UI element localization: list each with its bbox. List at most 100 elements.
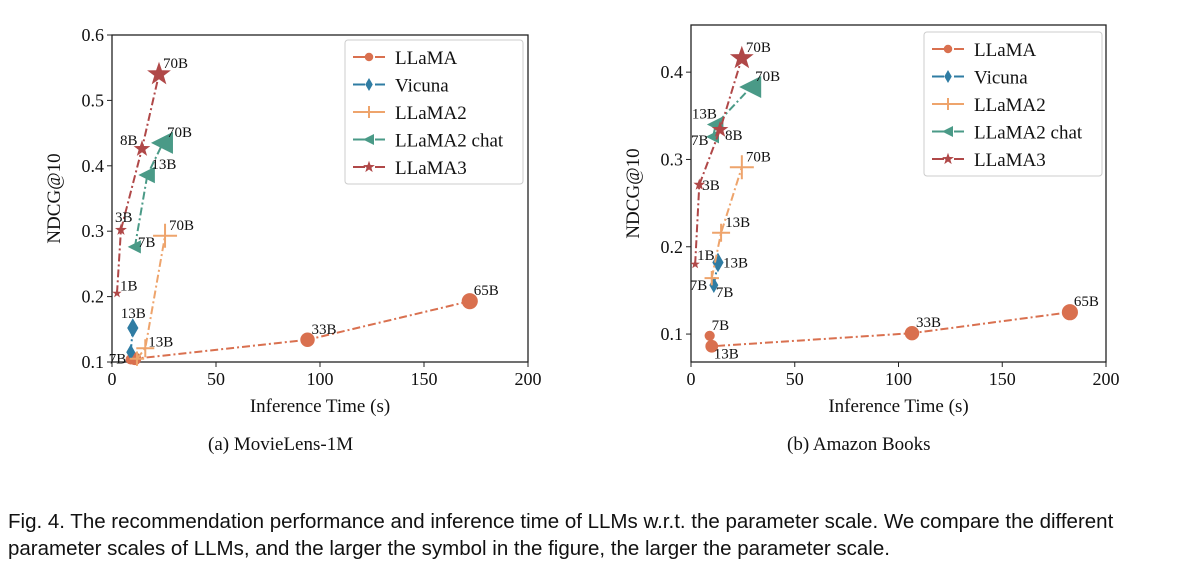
- point-label: 7B: [716, 285, 734, 301]
- x-tick-label: 150: [989, 369, 1016, 389]
- series-line: [133, 142, 164, 248]
- y-tick-label: 0.5: [82, 90, 105, 110]
- data-point: [147, 61, 171, 85]
- data-point: [705, 339, 719, 353]
- data-point: [705, 130, 719, 144]
- data-point: [138, 166, 155, 184]
- data-point: [112, 288, 122, 298]
- chart-b: 0 50 100 150 200 0.1 0.2 0.3 0.4 Inference Time (…: [623, 24, 1120, 417]
- x-tick-label: 50: [786, 369, 804, 389]
- legend-box: [344, 39, 524, 185]
- point-label: 65B: [1074, 294, 1099, 310]
- point-label: 33B: [916, 315, 941, 331]
- series-llama2-chat: 7B 13B 70B: [127, 125, 192, 254]
- legend-label: Vicuna: [395, 76, 449, 97]
- y-tick-label: 0.3: [82, 221, 105, 241]
- data-point: [693, 178, 706, 190]
- legend-label: LLaMA: [395, 48, 458, 69]
- y-tick-label: 0.2: [661, 237, 684, 257]
- series-line: [708, 311, 1071, 348]
- series-line: [136, 235, 167, 360]
- point-label: 13B: [723, 255, 748, 271]
- data-point: [461, 293, 478, 310]
- x-tick-label: 100: [307, 369, 334, 389]
- legend: LLaMA Vicuna LLaMA2 LLaMA2 chat LLaMA3: [923, 31, 1103, 177]
- series-llama: 7B 33B 65B: [109, 283, 499, 367]
- point-label: 8B: [725, 128, 743, 144]
- y-tick-label: 0.2: [82, 287, 105, 307]
- legend-label: LLaMA2 chat: [395, 131, 504, 152]
- series-llama2: 13B 70B: [129, 218, 194, 366]
- legend-marker: [365, 78, 373, 91]
- legend-label: LLaMA3: [395, 158, 467, 179]
- y-tick-label: 0.6: [82, 25, 105, 45]
- x-axis-label: Inference Time (s): [250, 396, 390, 417]
- series-line: [694, 57, 743, 265]
- point-label: 65B: [474, 283, 499, 299]
- series-llama3: 1B 3B 8B 70B: [112, 56, 188, 298]
- legend-marker: [943, 44, 953, 54]
- series-llama2: 7B 13B 70B: [690, 149, 771, 294]
- legend-label: LLaMA2: [395, 103, 467, 124]
- series-llama2-chat: 7B 13B 70B: [691, 69, 780, 149]
- chart-a: 0 50 100 150 200 0.1 0.2 0.3 0.4 0.5 0.6 Inference …: [44, 25, 542, 417]
- point-label: 3B: [702, 178, 720, 194]
- point-label: 13B: [148, 334, 173, 350]
- y-axis-label: NDCG@10: [44, 153, 65, 243]
- data-point: [704, 330, 715, 341]
- x-tick-label: 0: [108, 369, 117, 389]
- x-tick-label: 50: [207, 369, 225, 389]
- data-point: [739, 75, 762, 98]
- data-point: [136, 339, 155, 358]
- point-label: 7B: [691, 133, 709, 149]
- x-tick-label: 100: [885, 369, 912, 389]
- data-point: [712, 223, 731, 242]
- data-point: [729, 45, 754, 69]
- data-point: [127, 318, 139, 338]
- point-label: 13B: [725, 215, 750, 231]
- point-label: 13B: [151, 157, 176, 173]
- point-label: 3B: [115, 210, 133, 226]
- series-vicuna: 13B: [121, 306, 146, 360]
- legend-marker: [942, 152, 954, 165]
- series-line: [130, 300, 470, 361]
- y-tick-label: 0.3: [661, 149, 684, 169]
- legend-marker: [363, 134, 374, 145]
- data-point: [115, 223, 127, 235]
- subtitle-b: (b) Amazon Books: [787, 434, 931, 455]
- figure-caption: Fig. 4. The recommendation performance a…: [8, 510, 1114, 560]
- y-tick-label: 0.4: [82, 156, 105, 176]
- data-point: [1061, 304, 1078, 321]
- series-llama: 7B 13B 33B 65B: [704, 294, 1099, 362]
- y-tick-label: 0.4: [661, 62, 684, 82]
- legend-label: LLaMA2 chat: [974, 123, 1083, 144]
- point-label: 70B: [746, 149, 771, 165]
- legend-marker: [364, 52, 374, 62]
- point-label: 8B: [120, 133, 138, 149]
- y-tick-label: 0.1: [82, 352, 105, 372]
- x-axis-label: Inference Time (s): [828, 396, 968, 417]
- legend-label: LLaMA3: [974, 150, 1046, 171]
- data-point: [300, 332, 315, 347]
- data-point: [904, 325, 920, 341]
- x-tick-label: 200: [1093, 369, 1120, 389]
- data-point: [126, 344, 136, 360]
- data-point: [711, 121, 729, 137]
- data-point: [127, 240, 141, 254]
- data-point: [153, 223, 178, 248]
- legend-label: LLaMA2: [974, 95, 1046, 116]
- x-tick-label: 200: [515, 369, 542, 389]
- point-label: 70B: [167, 125, 192, 141]
- point-label: 70B: [169, 218, 194, 234]
- y-tick-label: 0.1: [661, 324, 684, 344]
- subtitle-a: (a) MovieLens-1M: [208, 434, 354, 455]
- point-label: 70B: [746, 40, 771, 56]
- data-point: [690, 259, 700, 269]
- point-label: 7B: [690, 278, 708, 294]
- legend-label: Vicuna: [974, 68, 1028, 89]
- legend-marker: [942, 98, 954, 110]
- point-label: 1B: [697, 248, 715, 264]
- point-label: 7B: [138, 235, 156, 251]
- point-label: 1B: [120, 278, 138, 294]
- y-axis-label: NDCG@10: [623, 148, 644, 238]
